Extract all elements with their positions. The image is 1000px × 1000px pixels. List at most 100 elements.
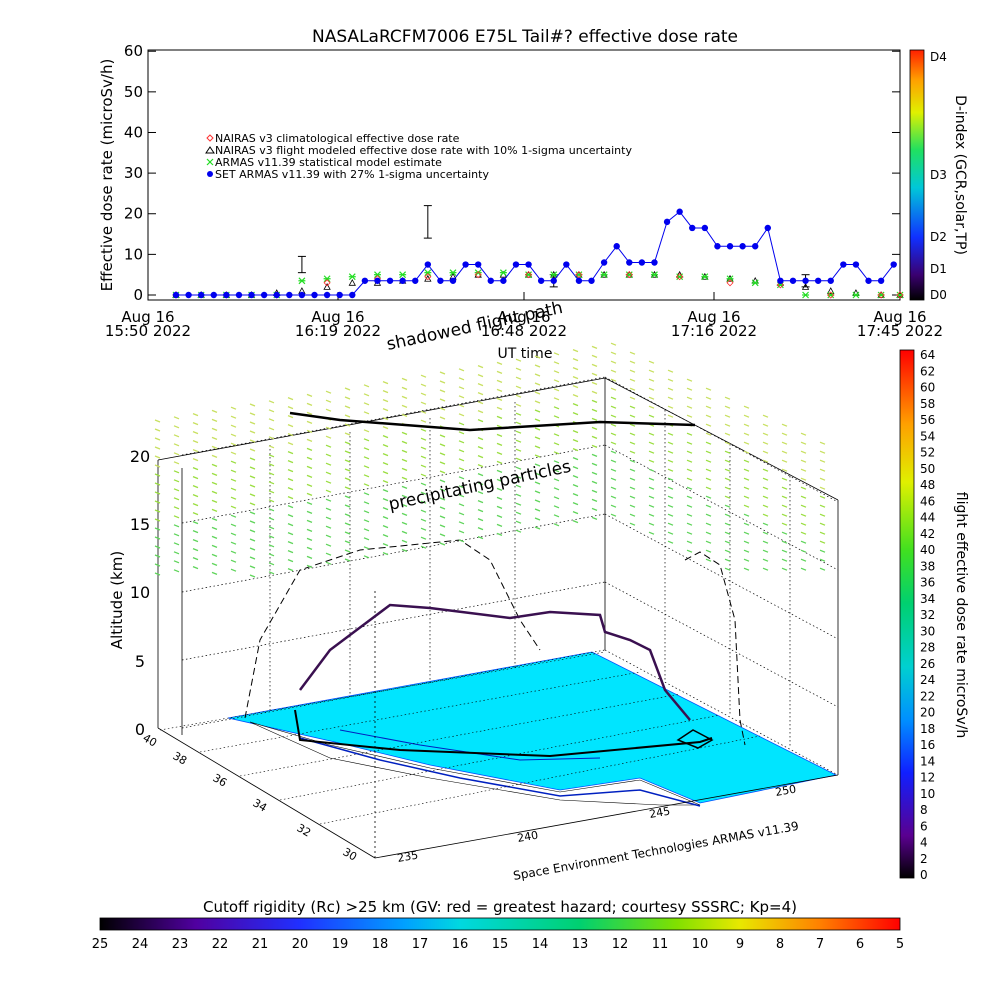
dose-colorbar-tick: 2 [920, 852, 928, 866]
particle-mark [534, 490, 541, 494]
particle-mark [287, 567, 294, 572]
particle-mark [344, 441, 351, 445]
particle-mark [211, 409, 218, 414]
z-axis-tick: 15 [130, 515, 150, 534]
particle-mark [610, 423, 617, 427]
particle-mark [154, 545, 161, 549]
particle-mark [420, 491, 427, 495]
point-set-armas [361, 277, 369, 284]
particle-mark [648, 522, 655, 526]
particle-mark [515, 484, 522, 488]
particle-mark [363, 402, 370, 406]
particle-mark [686, 441, 693, 445]
particle-mark [762, 504, 769, 508]
particle-mark [268, 562, 275, 566]
rc-colorbar-tick: 18 [372, 937, 389, 952]
particle-mark [154, 437, 161, 441]
particle-mark [610, 387, 617, 391]
particle-mark [458, 440, 465, 444]
particle-mark [211, 472, 218, 477]
particle-mark [819, 441, 826, 445]
particle-mark [363, 546, 370, 550]
particle-mark [724, 405, 731, 409]
particle-mark [420, 419, 427, 423]
particle-mark [363, 447, 370, 451]
particle-mark [306, 510, 313, 515]
particle-mark [230, 550, 237, 554]
particle-mark [306, 519, 313, 524]
particle-mark [743, 414, 750, 418]
particle-mark [705, 450, 712, 454]
particle-mark [344, 432, 351, 436]
particle-mark [705, 558, 712, 562]
dose-colorbar-tick: 8 [920, 803, 928, 817]
particle-mark [401, 431, 408, 436]
particle-mark [819, 477, 826, 481]
lat-tick: 36 [211, 771, 230, 789]
particle-mark [154, 419, 161, 423]
point-set-armas [890, 261, 897, 268]
particle-mark [249, 502, 256, 506]
particle-mark [496, 505, 503, 510]
point-set-armas [311, 291, 318, 299]
legend: NAIRAS v3 climatological effective dose … [205, 132, 632, 181]
particle-mark [325, 552, 332, 556]
particle-mark [249, 556, 256, 560]
particle-mark [344, 558, 351, 562]
particle-mark [743, 468, 750, 472]
floor-gridline [239, 693, 681, 777]
particle-mark [743, 540, 750, 544]
particle-mark [781, 504, 788, 508]
particle-mark [192, 547, 199, 552]
rc-colorbar-tick: 23 [172, 937, 189, 952]
rc-colorbar-tick: 6 [856, 937, 864, 952]
legend-label: ARMAS v11.39 statistical model estimate [215, 156, 442, 169]
particle-mark [401, 521, 408, 526]
particle-mark [382, 506, 389, 511]
rc-colorbar-ticks: 25 24 23 22 21 20 19 18 17 16 15 14 13 12 11 10 9 8 7 6 5 [92, 937, 904, 952]
particle-mark [420, 437, 427, 441]
particle-mark [534, 499, 541, 503]
particle-mark [648, 441, 655, 445]
particle-mark [762, 423, 769, 427]
particle-mark [154, 464, 161, 468]
dose-colorbar-tick: 32 [920, 608, 935, 622]
particle-mark [382, 434, 389, 439]
particle-mark [534, 373, 541, 377]
particle-mark [800, 432, 807, 436]
particle-mark [363, 429, 370, 433]
particle-mark [591, 480, 598, 485]
particle-mark [705, 387, 712, 391]
particle-mark [800, 486, 807, 490]
point-armas-stat [575, 271, 583, 279]
precipitating-particles-field [154, 342, 826, 578]
particle-mark [743, 432, 750, 436]
point-set-armas [739, 243, 746, 250]
lon-tick: 235 [396, 849, 419, 865]
particle-mark [458, 530, 465, 534]
particle-mark [268, 472, 275, 476]
particle-mark [325, 534, 332, 538]
point-set-armas [802, 277, 809, 284]
point-set-armas [789, 277, 797, 284]
particle-mark [230, 505, 237, 509]
floor-gridline [159, 651, 606, 731]
particle-mark [382, 479, 389, 484]
particle-mark [686, 513, 693, 517]
coastline [299, 737, 701, 807]
particle-mark [268, 499, 275, 503]
point-nairas-clim [896, 291, 904, 299]
particle-mark [420, 518, 427, 522]
dose-colorbar-tick: 20 [920, 706, 935, 720]
point-armas-stat [399, 271, 407, 279]
particle-mark [477, 436, 484, 441]
particle-mark [268, 427, 275, 431]
particle-mark [382, 380, 389, 385]
particle-mark [667, 369, 674, 373]
particle-mark [306, 447, 313, 452]
particle-mark [477, 409, 484, 414]
particle-mark [743, 441, 750, 445]
particle-mark [610, 459, 617, 463]
legend-symbol [205, 146, 215, 154]
